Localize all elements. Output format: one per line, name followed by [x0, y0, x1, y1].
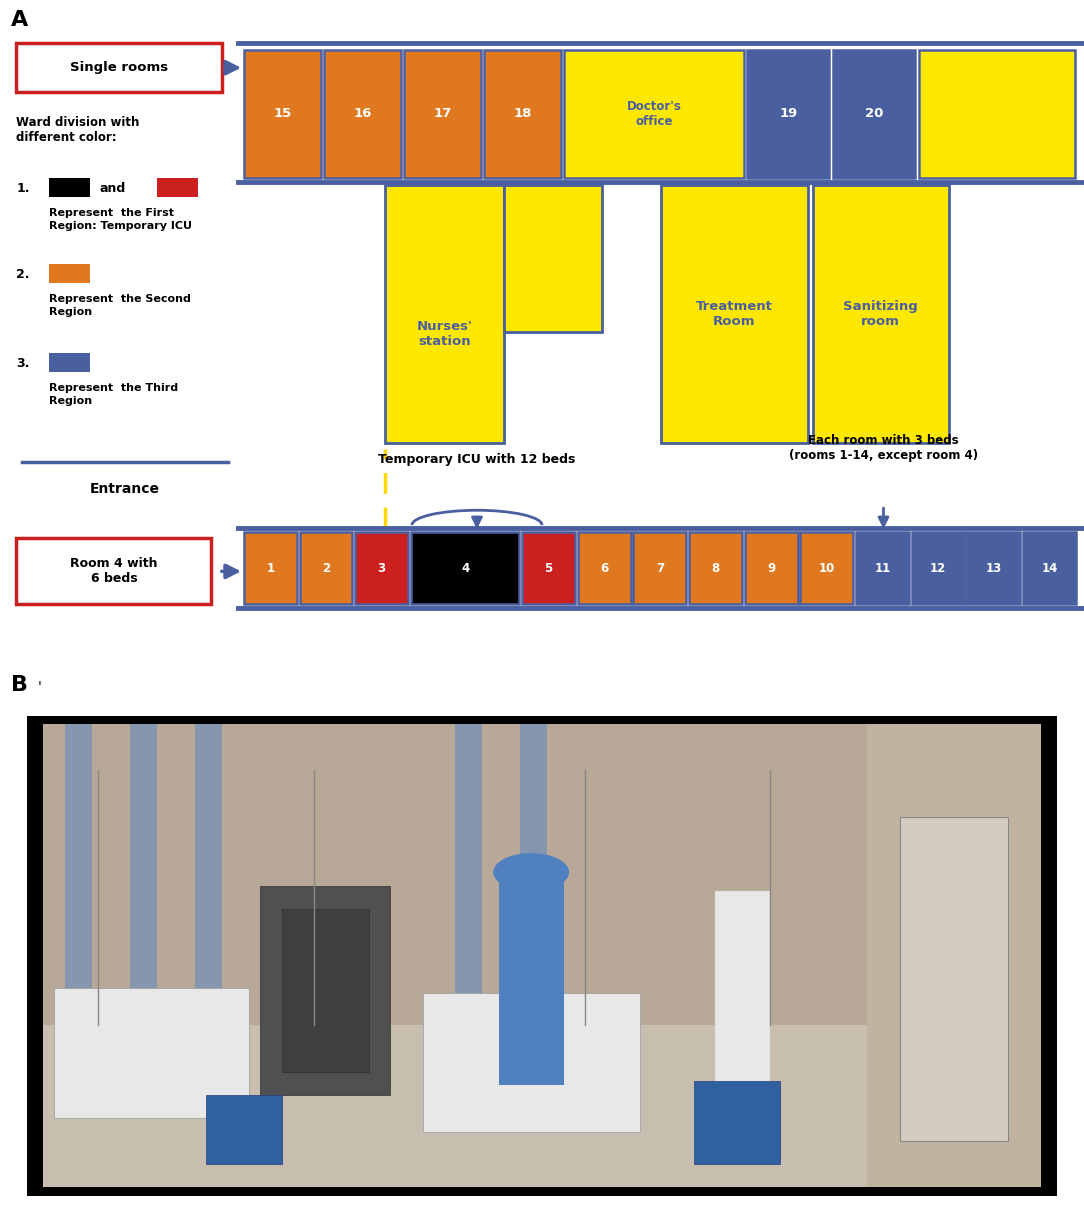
Bar: [49, 354, 90, 372]
Bar: [282, 909, 369, 1071]
Text: Treatment
Room: Treatment Room: [696, 299, 773, 327]
Bar: [520, 724, 547, 1025]
Bar: [244, 532, 297, 605]
Text: 4: 4: [461, 561, 469, 574]
Text: 15: 15: [273, 108, 292, 120]
Bar: [578, 532, 631, 605]
Text: 17: 17: [434, 108, 452, 120]
Bar: [485, 50, 560, 178]
Text: Ward division with
different color:: Ward division with different color:: [16, 115, 140, 143]
Bar: [260, 886, 390, 1094]
Bar: [856, 532, 909, 605]
Bar: [195, 724, 222, 1025]
Bar: [918, 50, 1075, 178]
Bar: [689, 532, 741, 605]
Bar: [299, 532, 352, 605]
Text: 19: 19: [779, 108, 798, 120]
Text: Entrance: Entrance: [90, 482, 159, 496]
Text: 8: 8: [711, 561, 720, 574]
Text: 16: 16: [353, 108, 372, 120]
Bar: [54, 988, 249, 1117]
Bar: [499, 876, 564, 1086]
Bar: [745, 532, 798, 605]
Text: Represent  the First
Region: Temporary ICU: Represent the First Region: Temporary IC…: [49, 208, 192, 231]
Text: Temporary ICU with 12 beds: Temporary ICU with 12 beds: [378, 452, 576, 465]
Text: Sanitizing
room: Sanitizing room: [843, 299, 918, 327]
Bar: [43, 1025, 1041, 1188]
Bar: [1023, 532, 1076, 605]
Bar: [967, 532, 1020, 605]
Bar: [244, 50, 321, 178]
Bar: [522, 532, 575, 605]
Text: 10: 10: [818, 561, 835, 574]
Text: Room 4 with
6 beds: Room 4 with 6 beds: [70, 558, 157, 585]
Bar: [564, 50, 744, 178]
Bar: [157, 178, 198, 196]
Bar: [912, 532, 965, 605]
Bar: [694, 1081, 780, 1165]
Bar: [800, 532, 853, 605]
Bar: [813, 185, 948, 442]
Text: 9: 9: [767, 561, 775, 574]
Bar: [504, 185, 602, 332]
Bar: [16, 42, 222, 92]
Bar: [27, 715, 1057, 1195]
Text: Doctor's
office: Doctor's office: [627, 99, 682, 128]
Text: Single rooms: Single rooms: [70, 61, 168, 74]
Text: Each room with 3 beds
(rooms 1-14, except room 4): Each room with 3 beds (rooms 1-14, excep…: [789, 434, 978, 462]
Bar: [130, 724, 157, 1025]
Text: A: A: [11, 10, 28, 30]
Bar: [900, 817, 1008, 1142]
Bar: [49, 178, 90, 196]
Bar: [423, 993, 640, 1132]
Bar: [385, 185, 504, 442]
Text: 12: 12: [930, 561, 946, 574]
Text: 6: 6: [601, 561, 608, 574]
Text: 13: 13: [985, 561, 1002, 574]
Text: Represent  the Second
Region: Represent the Second Region: [49, 295, 191, 318]
Bar: [747, 50, 829, 178]
Text: Represent  the Third
Region: Represent the Third Region: [49, 383, 178, 406]
Text: and: and: [100, 182, 126, 195]
Bar: [867, 724, 1041, 1188]
Text: 20: 20: [865, 108, 883, 120]
Bar: [715, 891, 770, 1086]
Bar: [633, 532, 686, 605]
Bar: [65, 724, 92, 1025]
Bar: [455, 724, 482, 1025]
Bar: [43, 724, 1041, 1188]
Text: 2.: 2.: [16, 268, 29, 280]
Text: B: B: [11, 675, 28, 694]
Text: 7: 7: [656, 561, 663, 574]
Text: 2: 2: [322, 561, 330, 574]
Text: 3: 3: [377, 561, 386, 574]
Bar: [833, 50, 915, 178]
Text: 11: 11: [875, 561, 891, 574]
Bar: [206, 1094, 282, 1165]
Text: 3.: 3.: [16, 356, 29, 370]
Bar: [404, 50, 481, 178]
Bar: [16, 538, 211, 605]
Text: ': ': [38, 680, 42, 694]
Bar: [411, 532, 519, 605]
Bar: [49, 264, 90, 282]
Text: 1.: 1.: [16, 182, 29, 195]
Bar: [661, 185, 808, 442]
Text: 5: 5: [544, 561, 553, 574]
Text: 18: 18: [513, 108, 531, 120]
Bar: [324, 50, 401, 178]
Bar: [356, 532, 408, 605]
Circle shape: [493, 853, 569, 891]
Text: 1: 1: [267, 561, 274, 574]
Text: 14: 14: [1042, 561, 1058, 574]
Text: Nurses'
station: Nurses' station: [416, 320, 473, 348]
